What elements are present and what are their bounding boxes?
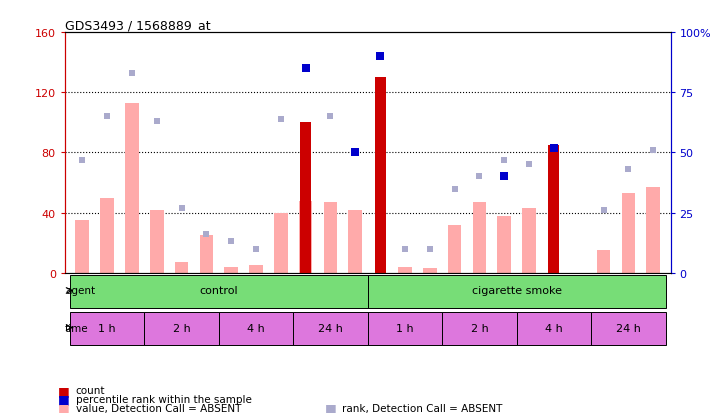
Text: 24 h: 24 h [318,323,343,333]
Bar [398,267,412,273]
Bar [150,210,164,273]
Bar [224,267,238,273]
Bar [324,202,337,273]
Text: 1 h: 1 h [396,323,414,333]
Text: ■: ■ [58,384,69,397]
Bar [517,312,591,345]
Text: rank, Detection Call = ABSENT: rank, Detection Call = ABSENT [342,403,503,413]
Bar [597,251,611,273]
Text: count: count [76,385,105,395]
Bar [249,266,263,273]
Bar [522,209,536,273]
Bar [448,225,461,273]
Bar [274,213,288,273]
Bar [348,210,362,273]
Text: time: time [65,323,89,333]
Bar [622,194,635,273]
Bar [70,312,144,345]
Text: cigarette smoke: cigarette smoke [472,286,562,296]
Text: percentile rank within the sample: percentile rank within the sample [76,394,252,404]
Bar [374,78,386,273]
Text: 2 h: 2 h [471,323,488,333]
Text: value, Detection Call = ABSENT: value, Detection Call = ABSENT [76,403,241,413]
Bar [497,216,511,273]
Text: control: control [200,286,238,296]
Text: GDS3493 / 1568889_at: GDS3493 / 1568889_at [65,19,211,32]
Bar [298,201,312,273]
Bar [591,312,665,345]
Text: 2 h: 2 h [172,323,190,333]
Bar [144,312,218,345]
Text: 4 h: 4 h [545,323,563,333]
Bar [300,123,311,273]
Text: ■: ■ [58,401,69,413]
Bar [76,221,89,273]
Bar [442,312,517,345]
Text: 1 h: 1 h [98,323,116,333]
Bar [200,235,213,273]
Bar [125,104,138,273]
Bar [70,275,368,308]
Bar [548,145,559,273]
Bar [423,268,437,273]
Bar [174,263,188,273]
Bar [472,202,486,273]
Text: agent: agent [65,286,95,296]
Text: ■: ■ [58,392,69,406]
Bar [368,275,665,308]
Bar [100,198,114,273]
Bar [368,312,442,345]
Text: 24 h: 24 h [616,323,641,333]
Text: 4 h: 4 h [247,323,265,333]
Text: ■: ■ [324,401,336,413]
Bar [646,188,660,273]
Bar [218,312,293,345]
Bar [293,312,368,345]
